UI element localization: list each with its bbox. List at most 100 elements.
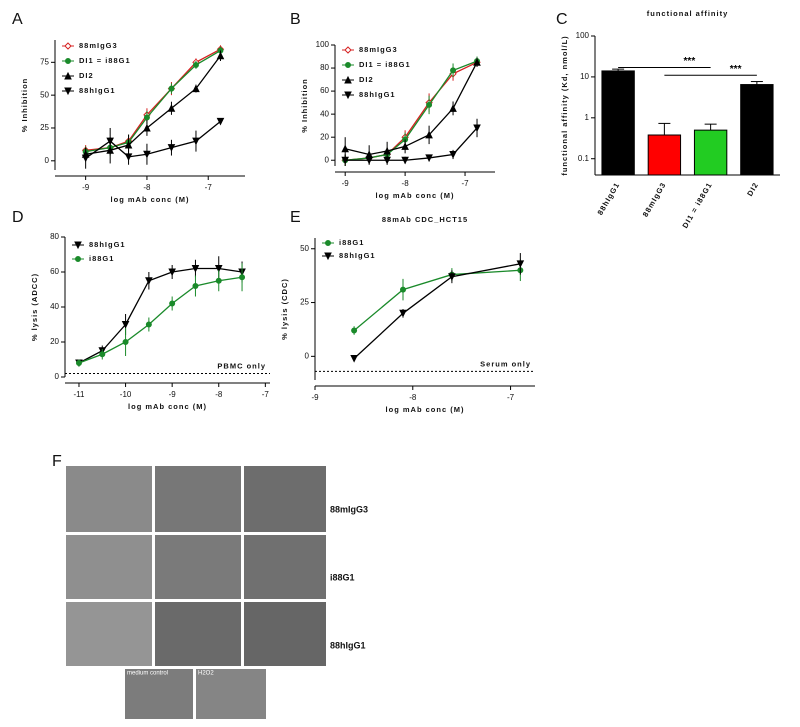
x-tick-label: -8 <box>409 393 417 402</box>
data-point <box>350 354 358 363</box>
data-point <box>450 67 457 74</box>
row-label: 88mIgG3 <box>330 504 368 514</box>
y-axis-label: % lysis (ADCC) <box>30 273 39 341</box>
data-point <box>75 360 82 366</box>
legend-label: 88hIgG1 <box>79 86 116 95</box>
legend-label: DI2 <box>359 75 374 84</box>
legend-marker <box>345 62 352 68</box>
legend-marker <box>325 240 332 246</box>
x-tick-label: -8 <box>402 179 410 188</box>
x-tick-label: -9 <box>311 393 319 402</box>
x-axis-label: log mAb conc (M) <box>386 405 465 414</box>
legend-marker <box>75 256 82 262</box>
y-axis-label: % lysis (CDC) <box>280 278 289 340</box>
data-point <box>449 104 457 112</box>
data-point <box>143 150 151 159</box>
data-point <box>341 156 349 165</box>
legend-label: 88hIgG1 <box>89 240 126 249</box>
chart-panel: C 0.1 1 10 100 functional affinity (Kd, nmol/… <box>556 9 780 230</box>
x-tick-label: -7 <box>461 179 469 188</box>
y-tick-label: 10 <box>580 72 589 81</box>
y-tick-label: 75 <box>40 57 49 66</box>
data-point <box>516 260 525 268</box>
y-tick-label: 0 <box>55 372 60 381</box>
y-tick-label: 1 <box>585 113 590 122</box>
chart-panel: A 0 25 50 75 % Inhibition -9 -8 -7 log mAb conc (… <box>12 11 245 204</box>
legend-label: DI2 <box>79 71 94 80</box>
data-point <box>401 156 409 165</box>
micrograph <box>125 669 193 719</box>
micrograph <box>66 535 152 599</box>
data-point <box>81 154 90 163</box>
data-point <box>169 300 176 307</box>
y-tick-label: 80 <box>320 63 329 72</box>
data-point <box>425 154 433 163</box>
series-line <box>353 263 521 359</box>
x-tick-label: 88mIgG3 <box>641 180 668 218</box>
bar <box>740 84 774 176</box>
chart-title: functional affinity <box>647 9 729 18</box>
legend-label: i88G1 <box>89 254 114 263</box>
data-point <box>426 101 433 108</box>
micrograph <box>196 669 266 719</box>
data-point <box>341 144 349 153</box>
x-tick-label: 88hIgG1 <box>595 180 621 216</box>
legend-marker <box>74 241 82 250</box>
data-point <box>121 321 130 329</box>
chart-panel: D 0 20 40 60 80 % lysis (ADCC) -11 -10 -9 -8 -7 log … <box>12 209 270 411</box>
data-point <box>400 286 407 293</box>
x-tick-label: -9 <box>342 179 350 188</box>
y-tick-label: 60 <box>50 267 59 276</box>
y-tick-label: 0.1 <box>578 154 590 163</box>
panel-label: C <box>556 11 568 28</box>
y-tick-label: 20 <box>50 337 59 346</box>
data-point <box>399 309 407 318</box>
y-tick-label: 0 <box>45 156 50 165</box>
y-tick-label: 25 <box>300 298 309 307</box>
data-point <box>122 339 129 345</box>
micrograph-panel: F 88mIgG3 i88G1 88hIgG1 medium control H… <box>52 453 368 719</box>
y-tick-label: 0 <box>325 155 330 164</box>
significance-label: *** <box>684 56 696 67</box>
row-label: i88G1 <box>330 572 355 582</box>
legend-label: 88mIgG3 <box>359 45 398 54</box>
legend-marker <box>64 42 72 50</box>
data-point <box>168 85 175 92</box>
y-tick-label: 50 <box>40 90 49 99</box>
bar <box>647 134 682 176</box>
y-tick-label: 40 <box>320 109 329 118</box>
data-point <box>383 156 391 165</box>
data-point <box>365 156 373 165</box>
data-point <box>216 51 225 60</box>
series-line <box>85 49 221 153</box>
legend-marker <box>344 75 352 84</box>
legend-label: i88G1 <box>339 238 364 247</box>
row-label: 88hIgG1 <box>330 640 366 650</box>
data-point <box>99 351 106 358</box>
data-point <box>145 321 152 328</box>
x-axis-label: log mAb conc (M) <box>376 191 455 200</box>
legend-marker <box>344 91 352 100</box>
data-point <box>401 142 409 150</box>
panel-label: A <box>12 11 23 28</box>
data-point <box>191 265 200 273</box>
data-point <box>351 327 358 334</box>
data-point <box>106 137 114 146</box>
y-tick-label: 100 <box>576 31 590 40</box>
data-point <box>214 265 223 273</box>
micrograph <box>155 602 241 666</box>
legend-marker <box>64 71 72 80</box>
series-line <box>78 276 243 364</box>
micrograph <box>244 466 326 532</box>
data-point <box>168 268 176 277</box>
y-axis-label: % Inhibition <box>300 78 309 133</box>
chart-panel: E 0 25 50 % lysis (CDC) -9 -8 -7 log mAb conc (M… <box>280 209 535 414</box>
x-tick-label: -11 <box>73 390 85 399</box>
data-point <box>192 61 199 68</box>
series-line <box>78 267 243 364</box>
baseline-label: Serum only <box>480 359 531 368</box>
x-tick-label: -7 <box>507 393 515 402</box>
y-tick-label: 20 <box>320 132 329 141</box>
legend-label: 88hIgG1 <box>359 90 396 99</box>
